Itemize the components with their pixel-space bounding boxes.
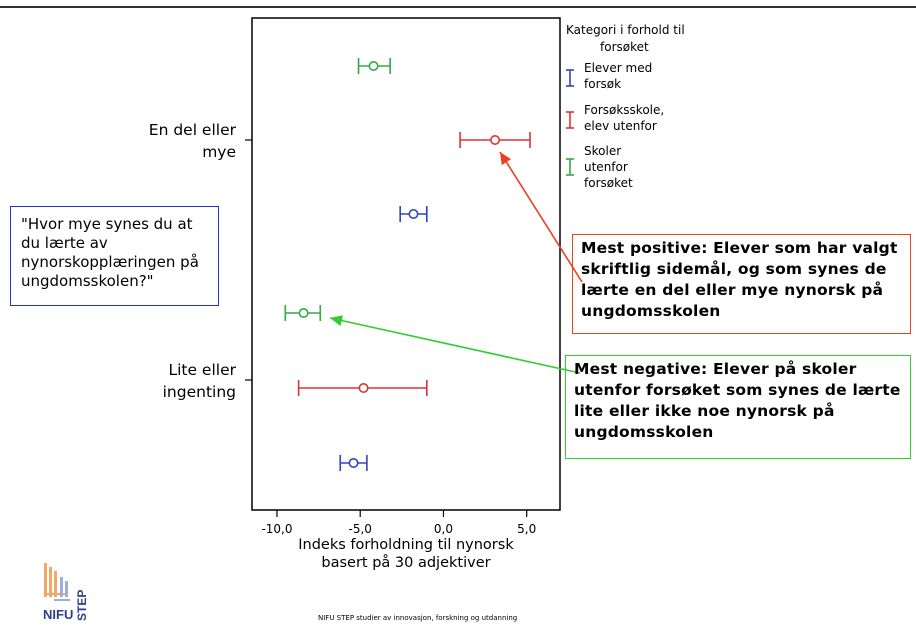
x-axis-label: Indeks forholdning til nynorsk bbox=[298, 537, 514, 553]
legend-title: Kategori i forhold til bbox=[566, 23, 685, 37]
callout-arrows bbox=[329, 151, 583, 374]
footer-text: NIFU STEP studier av innovasjon, forskni… bbox=[318, 614, 518, 622]
mean-point bbox=[490, 135, 501, 146]
legend-entry-label: elev utenfor bbox=[584, 119, 657, 133]
x-tick-label: -5,0 bbox=[349, 522, 372, 536]
legend-entry-label: Skoler bbox=[584, 144, 621, 158]
arrow-positive bbox=[499, 151, 583, 283]
logo-vertical: STEP bbox=[75, 590, 89, 621]
y-axis: En del eller mye Lite eller ingenting bbox=[149, 121, 252, 401]
arrow-negative bbox=[329, 317, 581, 374]
legend-entry-label: Elever med bbox=[584, 61, 652, 75]
callout-negative: Mest negative: Elever på skoler utenfor … bbox=[565, 355, 911, 459]
callout-positive: Mest positive: Elever som har valgt skri… bbox=[572, 234, 911, 334]
legend-entry-label: forsøk bbox=[584, 77, 621, 91]
y-category-label: mye bbox=[202, 143, 236, 161]
mean-point bbox=[368, 60, 379, 71]
mean-point bbox=[298, 307, 309, 318]
mean-point bbox=[358, 382, 369, 393]
plot-frame bbox=[251, 17, 561, 511]
y-category-label: ingenting bbox=[163, 383, 236, 401]
arrow-negative-head bbox=[330, 315, 343, 326]
mean-point bbox=[408, 209, 419, 220]
legend-title: forsøket bbox=[600, 40, 649, 54]
y-category-label: Lite eller bbox=[168, 361, 236, 379]
legend-entry-label: forsøket bbox=[584, 176, 633, 190]
legend: Kategori i forhold til forsøket Elever med… bbox=[566, 23, 685, 190]
y-category-label: En del eller bbox=[149, 121, 237, 139]
x-tick-label: 5,0 bbox=[517, 522, 536, 536]
legend-entry-label: utenfor bbox=[584, 160, 628, 174]
legend-entry-label: Forsøksskole, bbox=[584, 103, 664, 117]
arrow-positive-head bbox=[500, 152, 512, 166]
logo-word: NIFU bbox=[43, 607, 73, 622]
error-bars bbox=[284, 58, 531, 471]
x-tick-label: 0,0 bbox=[434, 522, 453, 536]
mean-point bbox=[348, 457, 359, 468]
x-axis-label: basert på 30 adjektiver bbox=[321, 554, 490, 571]
x-tick-label: -10,0 bbox=[261, 522, 292, 536]
question-box: "Hvor mye synes du at du lærte av nynors… bbox=[10, 206, 219, 306]
nifu-step-logo: NIFU STEP bbox=[43, 563, 89, 622]
